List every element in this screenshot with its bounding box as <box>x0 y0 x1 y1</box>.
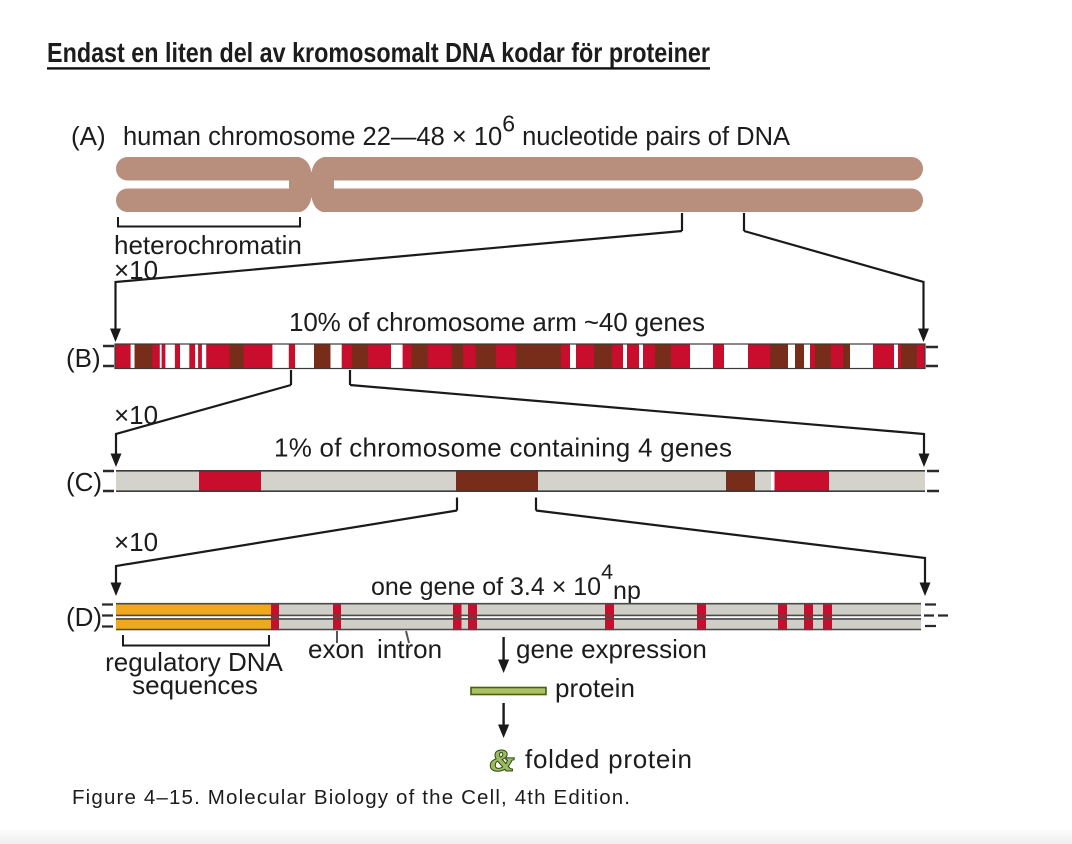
svg-text:protein: protein <box>555 673 635 703</box>
svg-text:10% of chromosome arm ~40 gene: 10% of chromosome arm ~40 genes <box>289 307 705 337</box>
svg-text:×10: ×10 <box>114 527 158 557</box>
svg-text:human chromosome 22—48 × 106 n: human chromosome 22—48 × 106 nucleotide … <box>123 111 790 152</box>
svg-text:Figure 4–15. Molecular Biology: Figure 4–15. Molecular Biology of the Ce… <box>72 786 630 809</box>
svg-text:Endast en liten del av kromoso: Endast en liten del av kromosomalt DNA k… <box>47 37 710 68</box>
svg-text:1% of chromosome containing 4: 1% of chromosome containing 4 genes <box>274 433 732 463</box>
svg-text:folded protein: folded protein <box>525 744 692 774</box>
svg-text:regulatory DNA: regulatory DNA <box>105 647 283 677</box>
svg-text:intron: intron <box>377 634 442 664</box>
svg-text:×10: ×10 <box>114 400 158 430</box>
svg-text:exon: exon <box>308 634 364 664</box>
svg-text:heterochromatin: heterochromatin <box>114 230 302 260</box>
svg-text:(C): (C) <box>66 467 102 497</box>
svg-text:sequences: sequences <box>132 670 258 700</box>
svg-text:(B): (B) <box>66 343 101 373</box>
svg-text:(A): (A) <box>71 121 106 151</box>
svg-text:gene expression: gene expression <box>516 634 707 664</box>
svg-text:(D): (D) <box>66 602 102 632</box>
svg-text:&: & <box>490 743 514 778</box>
svg-text:one gene of 3.4 × 104np: one gene of 3.4 × 104np <box>371 560 641 605</box>
